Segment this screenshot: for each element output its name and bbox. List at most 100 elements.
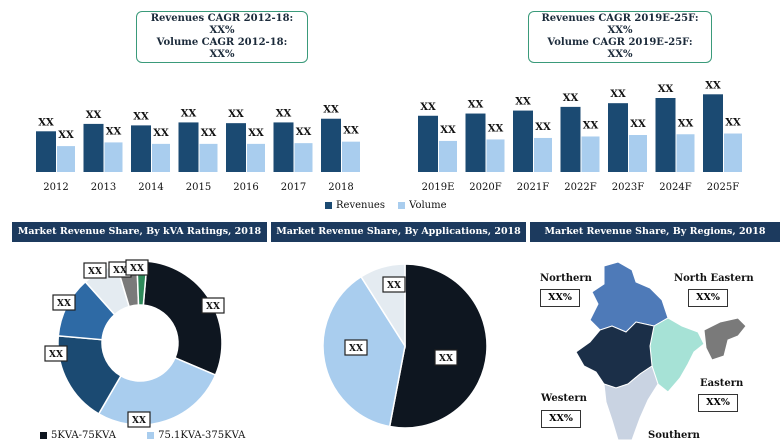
data-label-revenues-2021f: XX	[515, 97, 531, 108]
bar-volume-2025f	[724, 133, 742, 172]
tick-label-2016: 2016	[233, 182, 258, 193]
bar-chart: XX XX 2012 XX XX 2013 XX XX 2014 XX XX 2015 XX XX 2016…	[36, 80, 742, 193]
data-label-revenues-2025f: XX	[705, 80, 721, 91]
data-label-revenues-2022f: XX	[563, 93, 579, 104]
legend-swatch-volume	[398, 202, 406, 209]
map-northern-region	[589, 261, 669, 333]
legend-label-kva-2: 75.1KVA-375KVA	[158, 430, 246, 441]
region-name-northern: Northern	[540, 273, 592, 284]
region-name-north-eastern: North Eastern	[674, 273, 754, 284]
bar-volume-2017	[294, 143, 313, 172]
data-label-revenues-2013: XX	[86, 110, 102, 121]
tick-label-2024f: 2024F	[659, 182, 691, 193]
data-label-volume-2014: XX	[153, 128, 169, 139]
region-value-western: XX%	[541, 410, 581, 428]
map-southern-region	[603, 365, 659, 440]
tick-label-2017: 2017	[281, 182, 306, 193]
region-name-southern: Southern	[648, 430, 700, 441]
bar-revenues-2023f	[608, 103, 628, 172]
bar-revenues-2022f	[560, 106, 581, 172]
tick-label-2012: 2012	[43, 182, 68, 193]
data-label-revenues-2018: XX	[323, 105, 339, 116]
data-label-volume-2016: XX	[248, 128, 264, 139]
data-label-revenues-2019e: XX	[420, 102, 436, 113]
tick-label-2022f: 2022F	[564, 182, 596, 193]
data-label-volume-2023f: XX	[630, 119, 646, 130]
tick-label-2013: 2013	[91, 182, 116, 193]
data-label-volume-2019e: XX	[440, 125, 456, 136]
region-value-eastern: XX%	[698, 394, 738, 412]
cagr-box-historical: Revenues CAGR 2012-18: XX% Volume CAGR 2…	[136, 11, 308, 63]
legend-swatch-kva-1	[40, 432, 47, 439]
data-label-volume-2022f: XX	[583, 120, 599, 131]
data-label-revenues-2020f: XX	[468, 100, 484, 111]
bar-revenues-2024f	[655, 98, 676, 172]
region-value-northern: XX%	[540, 289, 580, 307]
bar-revenues-2013	[83, 123, 104, 172]
legend-swatch-revenues	[325, 202, 332, 209]
tick-label-2025f: 2025F	[707, 182, 739, 193]
data-label-volume-2025f: XX	[725, 118, 741, 129]
data-label-volume-2015: XX	[201, 128, 217, 139]
tick-label-2023f: 2023F	[612, 182, 644, 193]
data-label-volume-2024f: XX	[678, 118, 694, 129]
legend-label-revenues: Revenues	[336, 200, 385, 211]
map-western-region	[575, 321, 655, 389]
region-name-eastern: Eastern	[700, 378, 744, 389]
legend-swatch-kva-2	[147, 432, 155, 439]
panel-title-applications: Market Revenue Share, By Applications, 2…	[271, 222, 526, 242]
bar-revenues-2012	[36, 131, 56, 172]
map-eastern-region	[649, 317, 705, 393]
data-label-volume-2012: XX	[58, 130, 74, 141]
bar-volume-2021f	[534, 137, 552, 172]
tick-label-2015: 2015	[186, 182, 211, 193]
data-label-volume-2017: XX	[296, 127, 312, 138]
data-label-revenues-2016: XX	[228, 109, 244, 120]
region-value-north-eastern: XX%	[688, 289, 728, 307]
panel-title-regions: Market Revenue Share, By Regions, 2018	[530, 222, 780, 242]
data-label-revenues-2014: XX	[133, 111, 149, 122]
tick-label-2020f: 2020F	[469, 182, 501, 193]
bar-volume-2022f	[581, 136, 600, 172]
bar-revenues-2017	[273, 122, 294, 172]
bar-volume-2012	[57, 146, 75, 172]
bar-volume-2013	[104, 142, 123, 172]
bar-volume-2018	[342, 141, 360, 172]
data-label-revenues-2017: XX	[276, 108, 292, 119]
bar-volume-2014	[152, 143, 170, 172]
data-label-volume-2018: XX	[343, 126, 359, 137]
bar-revenues-2019e	[418, 115, 438, 172]
kva-legend: 5KVA-75KVA 75.1KVA-375KVA	[40, 430, 245, 441]
map-north-eastern-region	[703, 317, 747, 361]
cagr-volume-forecast: Volume CAGR 2019E-25F: XX%	[547, 37, 693, 60]
bar-revenues-2025f	[703, 94, 723, 172]
bar-legend: Revenues Volume	[325, 200, 447, 211]
bar-revenues-2020f	[465, 113, 486, 172]
bar-volume-2020f	[486, 139, 505, 172]
bar-volume-2019e	[439, 140, 457, 172]
bar-revenues-2015	[178, 122, 199, 172]
data-label-revenues-2023f: XX	[610, 89, 626, 100]
tick-label-2021f: 2021F	[517, 182, 549, 193]
tick-label-2018: 2018	[328, 182, 353, 193]
panel-title-kva: Market Revenue Share, By kVA Ratings, 20…	[12, 222, 267, 242]
bar-revenues-2018	[321, 118, 341, 172]
legend-label-kva-1: 5KVA-75KVA	[51, 430, 116, 441]
bar-revenues-2021f	[513, 110, 533, 172]
bar-revenues-2016	[226, 123, 246, 172]
bar-volume-2015	[199, 143, 218, 172]
data-label-volume-2021f: XX	[535, 122, 551, 133]
cagr-revenue-historical: Revenues CAGR 2012-18: XX%	[150, 13, 294, 36]
bar-revenues-2014	[131, 125, 151, 172]
data-label-revenues-2024f: XX	[658, 84, 674, 95]
tick-label-2014: 2014	[138, 182, 163, 193]
bar-volume-2024f	[676, 134, 695, 172]
bar-volume-2016	[247, 143, 265, 172]
region-name-western: Western	[541, 393, 587, 404]
cagr-volume-historical: Volume CAGR 2012-18: XX%	[156, 37, 288, 60]
data-label-volume-2020f: XX	[488, 123, 504, 134]
tick-label-2019e: 2019E	[422, 182, 455, 193]
cagr-box-forecast: Revenues CAGR 2019E-25F: XX% Volume CAGR…	[528, 11, 712, 63]
legend-label-volume: Volume	[409, 200, 447, 211]
